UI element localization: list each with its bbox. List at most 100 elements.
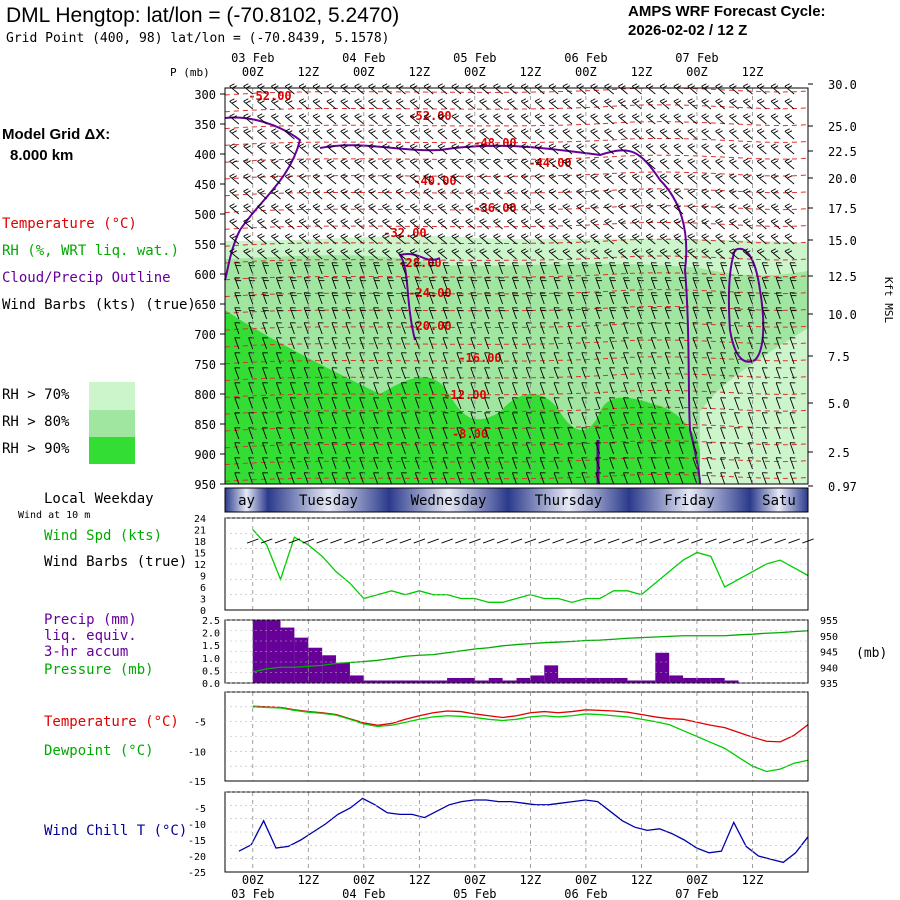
barb-flag xyxy=(384,145,390,149)
barb-flag xyxy=(354,98,360,102)
time-tick-top: 12Z xyxy=(297,65,319,79)
barb-flag xyxy=(590,173,596,177)
barb-staff xyxy=(507,205,517,215)
barb-staff xyxy=(618,145,628,155)
barb-staff xyxy=(303,382,309,395)
wind-barb xyxy=(275,277,283,290)
wind-barb xyxy=(548,218,559,230)
barb-staff xyxy=(692,472,698,485)
barb-staff xyxy=(331,442,337,455)
barb-staff xyxy=(687,205,698,215)
barb-staff xyxy=(687,250,698,260)
barb-flag xyxy=(259,160,265,164)
barb-staff xyxy=(498,322,504,335)
barb-flag xyxy=(637,277,643,279)
wind-barb xyxy=(520,173,531,185)
wind-barb xyxy=(756,203,767,215)
wind-barb xyxy=(354,128,365,140)
barb-staff xyxy=(756,115,767,125)
barb-flag xyxy=(263,310,269,312)
wind-barb xyxy=(303,397,310,410)
wind-barb xyxy=(715,128,726,140)
barb-staff xyxy=(664,337,670,350)
wind-barb xyxy=(423,188,434,200)
barb-flag xyxy=(651,472,657,474)
barb-flag xyxy=(290,277,296,279)
barb-flag xyxy=(368,98,374,102)
barb-flag xyxy=(512,292,518,294)
barb-flag xyxy=(770,248,777,252)
barb-flag xyxy=(456,397,463,399)
wind-barb xyxy=(701,98,712,110)
barb-flag xyxy=(387,427,393,429)
barb-staff xyxy=(345,322,351,335)
barb-flag xyxy=(748,292,754,294)
barb-staff xyxy=(609,262,615,275)
barb-flag xyxy=(790,397,796,399)
wind-barb xyxy=(784,113,795,125)
barb-flag xyxy=(762,382,768,384)
barb-flag xyxy=(356,205,362,209)
barb-flag xyxy=(576,143,582,147)
barb-flag xyxy=(638,295,644,297)
barb-flag xyxy=(590,83,596,87)
wind-barb xyxy=(340,98,351,110)
barb-flag xyxy=(790,337,796,339)
barb-staff xyxy=(484,337,490,350)
wind-barb xyxy=(609,367,615,380)
barb-staff xyxy=(303,292,309,305)
wind-barb xyxy=(734,277,741,290)
barb-flag xyxy=(787,190,793,194)
barb-staff xyxy=(581,397,587,410)
barb-staff xyxy=(470,277,476,290)
wind-barb xyxy=(687,128,698,140)
barb-flag xyxy=(498,292,504,294)
barb-staff xyxy=(345,337,351,350)
wind-barb xyxy=(456,382,463,395)
barb-flag xyxy=(354,188,360,192)
barb-flag xyxy=(318,412,324,414)
barb-staff xyxy=(243,220,254,230)
barb-flag xyxy=(340,203,346,207)
barb-flag xyxy=(773,190,779,194)
barb-flag xyxy=(346,265,353,267)
barb-flag xyxy=(257,248,263,252)
barb-staff xyxy=(539,412,545,425)
wind-barb xyxy=(706,472,713,485)
barb-flag xyxy=(703,115,709,119)
wind-barb xyxy=(590,113,601,125)
barb-flag xyxy=(257,173,263,177)
barb-flag xyxy=(304,397,310,399)
wind-barb xyxy=(664,292,672,305)
surface-wind-barb xyxy=(746,538,759,544)
isotherm-line xyxy=(224,104,809,113)
barb-flag xyxy=(743,128,749,132)
barb-flag xyxy=(370,145,376,149)
barb-staff xyxy=(623,352,628,365)
precip-bar xyxy=(599,677,614,683)
barb-flag xyxy=(526,262,532,264)
barb-flag xyxy=(328,235,335,239)
barb-flag xyxy=(534,248,541,252)
barb-flag xyxy=(784,248,790,252)
wind-barb xyxy=(275,367,282,380)
wind-barb xyxy=(770,113,781,125)
wind-barb xyxy=(326,128,337,140)
barb-flag xyxy=(509,115,515,119)
barb-flag xyxy=(442,277,449,279)
barb-staff xyxy=(784,100,795,110)
barb-flag xyxy=(290,382,296,384)
barb-flag xyxy=(596,310,603,312)
barb-staff xyxy=(715,220,726,230)
wind-barb xyxy=(525,412,532,425)
barb-flag xyxy=(623,382,629,384)
precip-bar xyxy=(363,680,378,683)
barb-flag xyxy=(692,277,699,279)
wind-barb xyxy=(789,262,797,275)
barb-staff xyxy=(303,277,309,290)
wind-barb xyxy=(345,352,352,365)
barb-flag xyxy=(651,292,657,294)
wind-barb xyxy=(289,472,296,485)
barb-flag xyxy=(534,188,541,192)
barb-flag xyxy=(776,262,782,264)
